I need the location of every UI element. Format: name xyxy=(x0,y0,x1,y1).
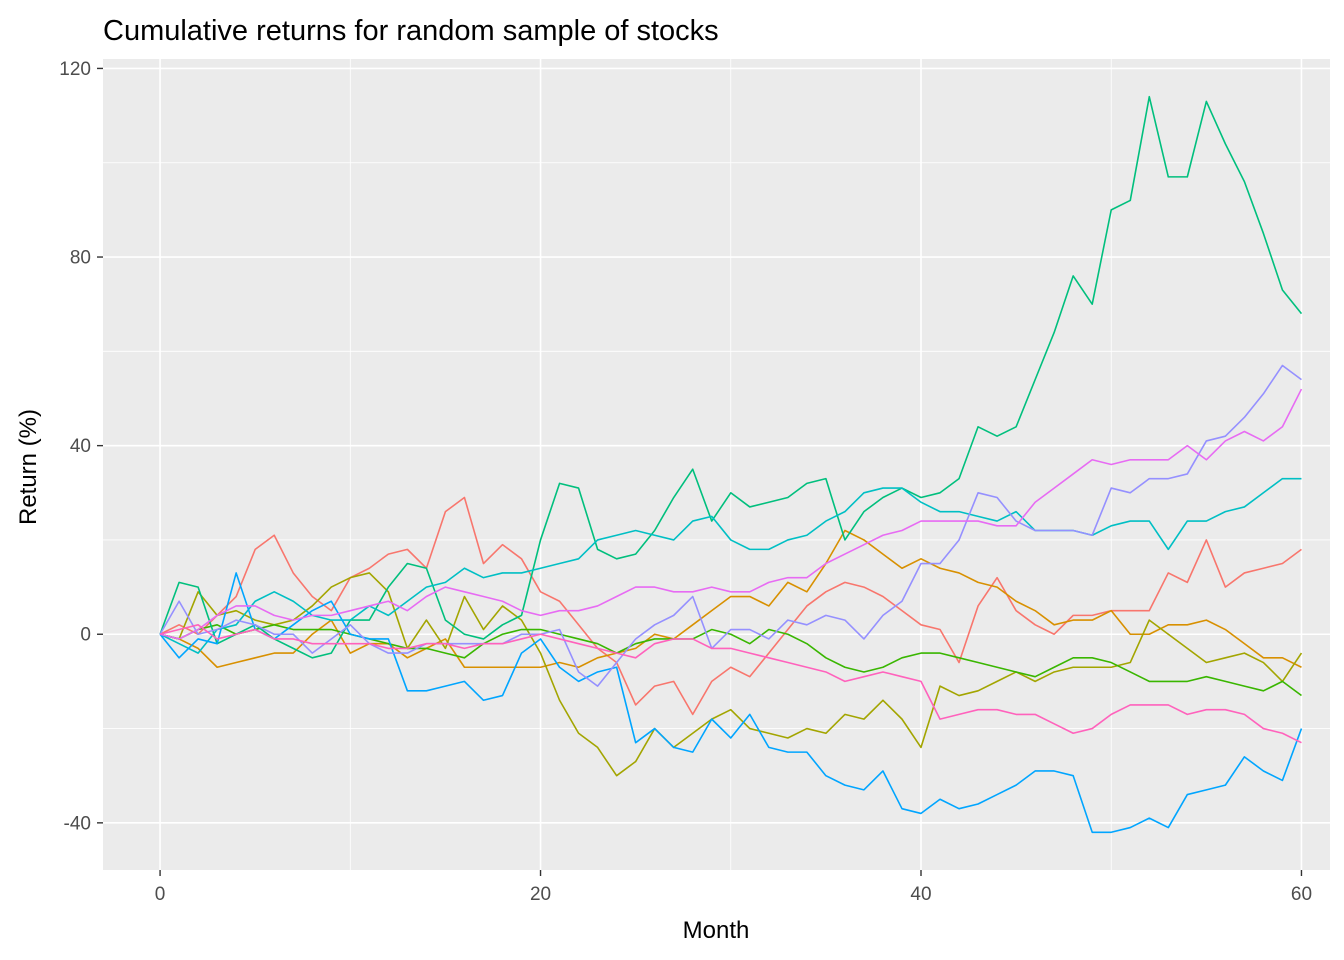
series-lines xyxy=(159,95,1303,834)
chart-title: Cumulative returns for random sample of … xyxy=(103,15,719,47)
y-axis-title: Return (%) xyxy=(15,409,42,525)
x-tick-label: 20 xyxy=(530,884,551,905)
major-gridlines xyxy=(103,59,1330,870)
y-tick-label: 120 xyxy=(59,59,91,80)
y-axis-ticks: -40 0 40 80 120 xyxy=(59,59,103,834)
x-axis-ticks: 0 20 40 60 xyxy=(155,870,1312,905)
y-tick-label: 40 xyxy=(70,436,91,457)
x-axis-title: Month xyxy=(683,917,750,944)
series-line-7 xyxy=(159,572,1303,834)
series-line-3 xyxy=(159,572,1303,777)
series-line-6 xyxy=(159,477,1302,654)
series-line-9 xyxy=(159,388,1303,640)
minor-gridlines xyxy=(103,59,1330,870)
y-tick-label: -40 xyxy=(64,813,91,834)
y-tick-label: 0 xyxy=(80,625,91,646)
series-line-10 xyxy=(159,624,1302,744)
plot-panel xyxy=(103,59,1330,870)
x-tick-label: 0 xyxy=(155,884,166,905)
x-tick-label: 40 xyxy=(910,884,931,905)
x-tick-label: 60 xyxy=(1291,884,1312,905)
series-line-8 xyxy=(159,364,1302,687)
y-tick-label: 80 xyxy=(70,248,91,269)
series-line-2 xyxy=(159,529,1302,669)
